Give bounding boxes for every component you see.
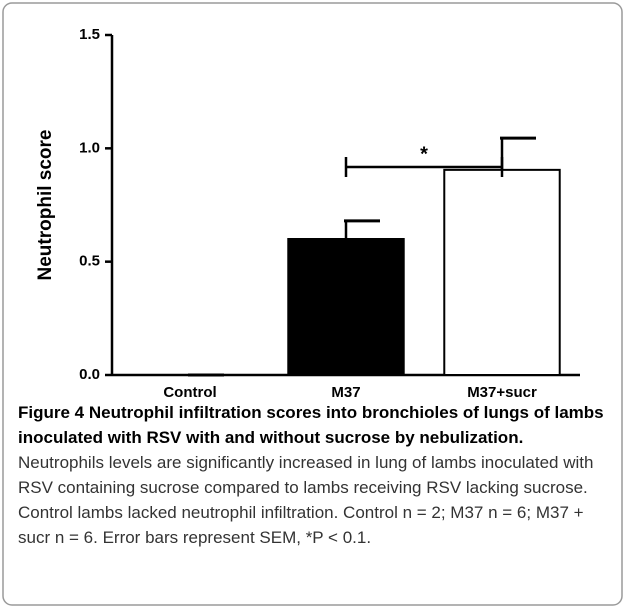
significance-label: * xyxy=(420,143,428,165)
x-tick-label: M37+sucr xyxy=(467,384,537,401)
caption-title: Neutrophil infiltration scores into bron… xyxy=(18,403,604,447)
y-tick-label: 1.5 xyxy=(79,26,100,43)
y-axis-title: Neutrophil score xyxy=(35,130,56,281)
figure-label: Figure 4 xyxy=(18,403,85,422)
y-tick-label: 1.0 xyxy=(79,139,100,156)
caption: Figure 4 Neutrophil infiltration scores … xyxy=(18,400,610,550)
caption-text: Neutrophils levels are significantly inc… xyxy=(18,453,594,547)
bar xyxy=(287,238,405,376)
x-tick-label: M37 xyxy=(331,384,360,401)
y-tick-label: 0.0 xyxy=(79,366,100,383)
y-tick-label: 0.5 xyxy=(79,253,100,270)
bar xyxy=(443,168,561,376)
x-tick-label: Control xyxy=(163,384,216,401)
